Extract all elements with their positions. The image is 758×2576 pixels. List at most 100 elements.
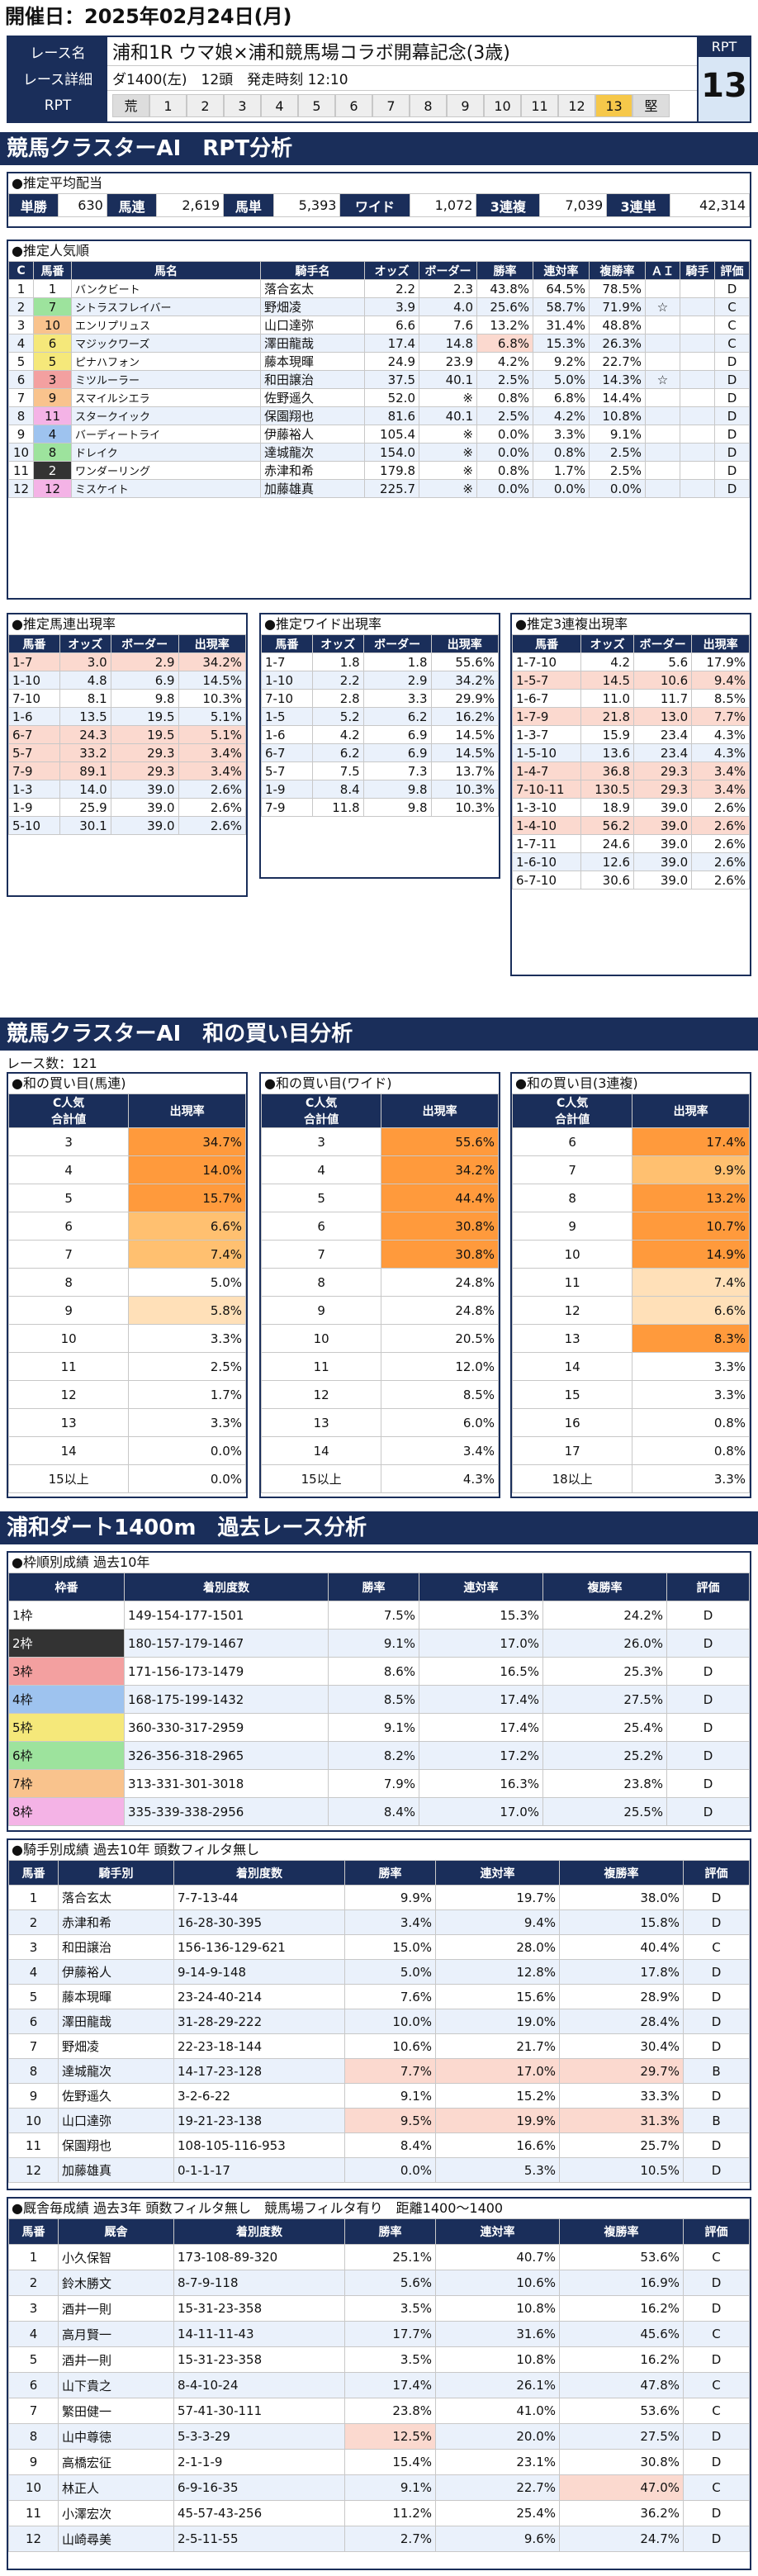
table-cell: 5.6% [344, 2270, 436, 2296]
table-row: 3 55.6% [260, 1127, 499, 1156]
table-cell: 1-4-10 [511, 816, 582, 835]
table-cell: 13.2% [632, 1184, 750, 1212]
table-cell: 5 [8, 2346, 59, 2373]
column-header: 出現率 [381, 1093, 499, 1128]
table-cell: ※ [419, 461, 477, 480]
avg-row: 単勝 630 馬連 2,619 馬単 5,393 ワイド 1,072 3連複 7,039 3連単 42… [7, 193, 750, 217]
table-cell: D [714, 279, 750, 298]
table-cell: 13.2% [476, 315, 533, 334]
table-cell: 0.8% [476, 461, 533, 480]
table-row: 15 3.3% [511, 1380, 750, 1409]
column-header: 馬名 [70, 261, 262, 280]
table-cell: ミスケイト [70, 479, 262, 498]
table-row: 1-6-7 11.0 11.7 8.5% [511, 689, 750, 708]
table-cell: 19.5 [110, 707, 179, 726]
table-cell: 3.4% [381, 1436, 499, 1465]
table-cell: 2-5-11-55 [173, 2526, 345, 2552]
table-cell: 9.8 [362, 798, 432, 817]
table-cell: 6.6% [632, 1296, 750, 1325]
table-cell: 11.0 [580, 689, 635, 708]
table-row: 1-7-10 4.2 5.6 17.9% [511, 652, 750, 671]
column-header: 馬番 [261, 634, 313, 653]
table-cell: 山中尊徳 [58, 2423, 174, 2450]
table-row: 16 0.8% [511, 1408, 750, 1437]
column-header: 馬番 [8, 1860, 59, 1886]
table-cell [680, 370, 715, 389]
table-cell: 19.0% [435, 2009, 560, 2034]
table-cell: 326-356-318-2965 [124, 1741, 329, 1770]
table-cell: 41.0% [435, 2398, 560, 2424]
column-header: 評価 [714, 261, 750, 280]
table-cell: 30.4% [559, 2033, 684, 2059]
table-cell: 2.5% [476, 370, 533, 389]
table-cell: 24.2% [542, 1601, 667, 1630]
frame-table: 枠番 着別度数 勝率 連対率 複勝率 評価 1枠 149-154-177-1501 7.5% 15… [8, 1573, 750, 1826]
table-cell: 29.3 [633, 780, 693, 799]
table-cell: 6 [8, 2009, 59, 2034]
table-cell: 27.5% [559, 2423, 684, 2450]
table-cell: 29.9% [430, 689, 500, 708]
table-cell: 3.3 [362, 689, 432, 708]
table-cell: 7.6 [419, 315, 477, 334]
table-cell: 16.2% [430, 707, 500, 726]
table-cell [645, 443, 680, 462]
table-cell: 10.8% [435, 2346, 560, 2373]
header-row: 馬番 騎手別 着別度数 勝率 連対率 複勝率 評価 [8, 1860, 750, 1886]
table-row: 5 44.4% [260, 1184, 499, 1212]
rpt-scale-cell: 3 [224, 94, 261, 118]
table-cell: 5 [260, 1184, 382, 1212]
table-cell: 9.1% [344, 2474, 436, 2501]
table-cell: 加藤雄真 [260, 479, 365, 498]
table-cell: 4 [8, 334, 34, 353]
table-cell: 7 [8, 388, 34, 407]
table-row: 1-9 8.4 9.8 10.3% [261, 780, 500, 799]
table-cell: 313-331-301-3018 [124, 1769, 329, 1798]
table-cell: 13.7% [430, 761, 500, 780]
table-cell: 57-41-30-111 [173, 2398, 345, 2424]
table-cell: 0.0% [476, 479, 533, 498]
table-cell: 30.8% [381, 1212, 499, 1241]
sum-wide-box: ●和の買い目(ワイド) C人気 合計値 出現率 3 55.6% 4 34.2% 5 44.4%… [259, 1072, 500, 1498]
table-row: 6 30.8% [260, 1212, 499, 1241]
table-cell: 40.7% [435, 2244, 560, 2270]
table-cell: 7 [260, 1240, 382, 1269]
table-cell: D [683, 1959, 750, 1985]
table-cell: 10.6% [435, 2270, 560, 2296]
wide-table: 馬番 オッズ ボーダー 出現率 1-7 1.8 1.8 55.6% 1-10 2.2 2.9 34.2… [261, 634, 500, 817]
table-cell: 10.7% [632, 1212, 750, 1241]
table-cell: 10.6% [344, 2033, 436, 2059]
table-row: 1枠 149-154-177-1501 7.5% 15.3% 24.2% D [8, 1601, 750, 1630]
table-row: 11 2.5% [7, 1352, 246, 1381]
table-cell: 4.3% [691, 743, 750, 762]
table-cell: 15.6% [435, 1984, 560, 2009]
table-cell: 19-21-23-138 [173, 2108, 345, 2133]
table-cell: 2.6% [178, 780, 247, 799]
table-cell: D [683, 1984, 750, 2009]
header-row: C 馬番 馬名 騎手名 オッズ ボーダー 勝率 連対率 複勝率 ＡＩ 騎手 評価 [8, 261, 750, 280]
table-cell: 3.4% [691, 761, 750, 780]
column-header: 騎手別 [58, 1860, 174, 1886]
table-row: 4枠 168-175-199-1432 8.5% 17.4% 27.5% D [8, 1685, 750, 1714]
table-row: 9 24.8% [260, 1296, 499, 1325]
sum-wide-table: C人気 合計値 出現率 3 55.6% 4 34.2% 5 44.4% 6 30.8% 7 30.8%… [260, 1093, 499, 1493]
table-cell: 15.0% [344, 1934, 436, 1960]
table-row: 12 8.5% [260, 1380, 499, 1409]
table-cell: 5 [8, 352, 34, 371]
table-cell: 0.0% [476, 425, 533, 444]
avg-value: 5,393 [272, 193, 341, 217]
table-cell: 78.5% [589, 279, 646, 298]
column-header: ボーダー [362, 634, 432, 653]
race-count: レース数：121 [7, 1056, 97, 1071]
table-cell [645, 315, 680, 334]
table-cell: 3 [260, 1127, 382, 1156]
table-cell: 5 [8, 1984, 59, 2009]
table-cell: 39.0 [110, 798, 179, 817]
table-row: 1 1 バンクビート 落合玄太 2.2 2.3 43.8% 64.5% 78.5% D [8, 279, 750, 298]
table-cell: 1-3 [8, 780, 60, 799]
table-row: 12 加藤雄真 0-1-1-17 0.0% 5.3% 10.5% D [8, 2157, 750, 2183]
table-cell: 14.8 [419, 334, 477, 353]
table-row: 1 小久保智 173-108-89-320 25.1% 40.7% 53.6% C [8, 2244, 750, 2270]
trainer-table: 馬番 厩舎 着別度数 勝率 連対率 複勝率 評価 1 小久保智 173-108-89-320 25.… [8, 2218, 750, 2552]
table-cell: 23.4 [633, 725, 693, 744]
rpt-badge-title: RPT [699, 37, 750, 57]
